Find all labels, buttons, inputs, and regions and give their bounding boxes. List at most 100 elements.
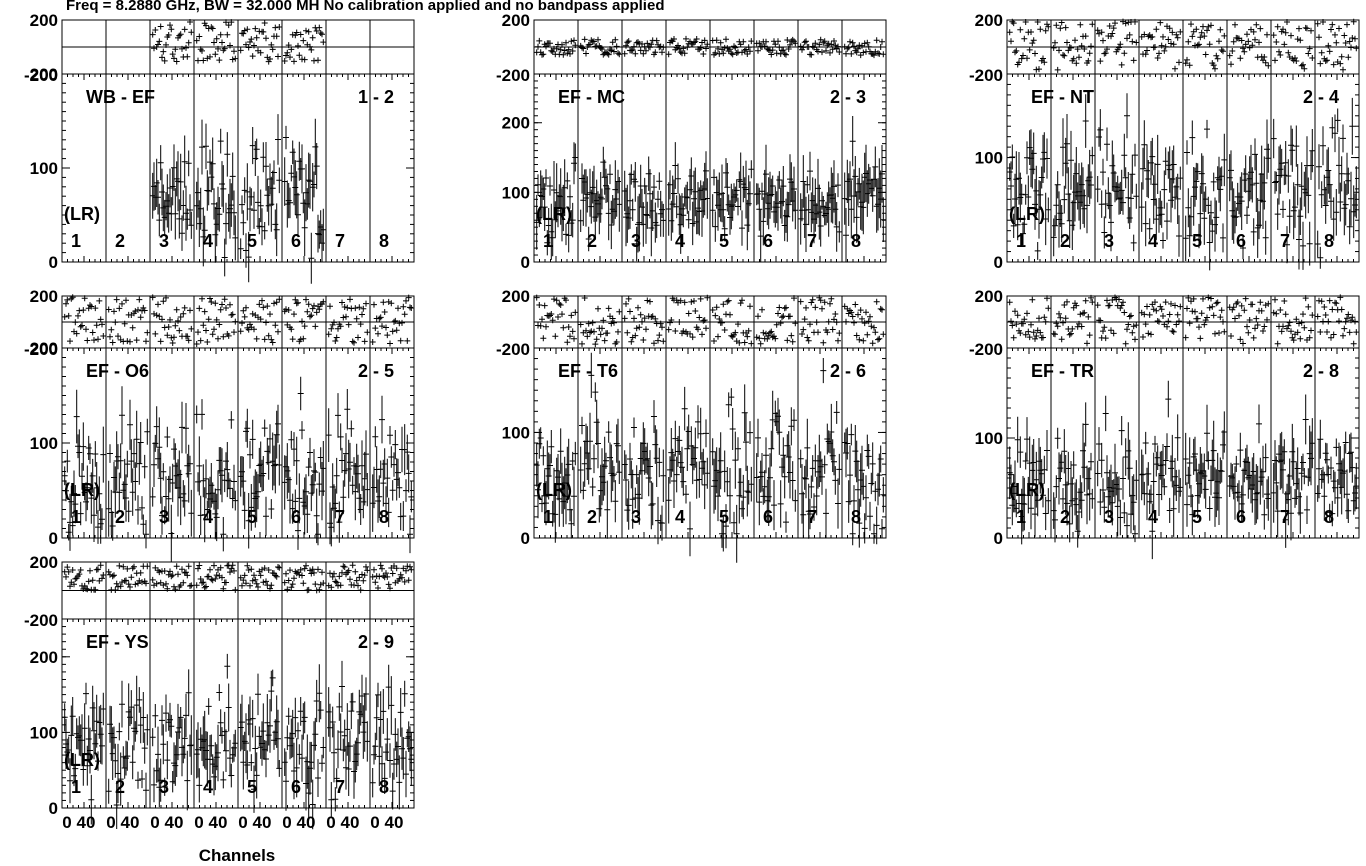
subband-data-points bbox=[369, 294, 415, 554]
subband-data-points bbox=[105, 296, 151, 549]
subband-label: 7 bbox=[1280, 231, 1290, 251]
x-tick-label: 0 bbox=[238, 813, 247, 832]
subband-label: 1 bbox=[543, 231, 553, 251]
subband-label: 1 bbox=[71, 231, 81, 251]
amplitude-tick-label: 100 bbox=[30, 159, 58, 178]
subband-data-points bbox=[665, 35, 711, 254]
subband-label: 1 bbox=[1016, 507, 1026, 527]
subband-label: 4 bbox=[203, 777, 213, 797]
subband-data-points bbox=[281, 562, 327, 830]
plot-title: Freq = 8.2880 GHz, BW = 32.000 MH No cal… bbox=[66, 0, 664, 14]
baseline-id-label: 1 - 2 bbox=[358, 87, 394, 107]
subband-label: 1 bbox=[71, 777, 81, 797]
subband-label: 4 bbox=[203, 507, 213, 527]
amplitude-tick-label: 100 bbox=[30, 434, 58, 453]
subband-data-points bbox=[1050, 294, 1096, 548]
subband-label: 5 bbox=[247, 507, 257, 527]
subband-label: 7 bbox=[807, 231, 817, 251]
subband-label: 7 bbox=[1280, 507, 1290, 527]
subband-label: 5 bbox=[247, 777, 257, 797]
subband-label: 8 bbox=[379, 507, 389, 527]
amplitude-tick-label: 200 bbox=[30, 339, 58, 358]
amplitude-tick-label: 0 bbox=[49, 799, 58, 818]
subband-data-points bbox=[709, 297, 755, 563]
subband-data-points bbox=[193, 19, 239, 277]
x-tick-label: 0 bbox=[150, 813, 159, 832]
subband-label: 3 bbox=[631, 231, 641, 251]
x-tick-label: 0 bbox=[282, 813, 291, 832]
amplitude-tick-label: 200 bbox=[30, 65, 58, 84]
baseline-id-label: 2 - 8 bbox=[1303, 361, 1339, 381]
amplitude-tick-label: 0 bbox=[49, 253, 58, 272]
subband-label: 7 bbox=[335, 507, 345, 527]
baseline-id-label: 2 - 9 bbox=[358, 632, 394, 652]
polarization-label: (LR) bbox=[1009, 480, 1045, 500]
amplitude-tick-label: 0 bbox=[521, 253, 530, 272]
subband-label: 5 bbox=[1192, 231, 1202, 251]
subband-data-points bbox=[237, 296, 283, 549]
subband-data-points bbox=[237, 562, 283, 813]
amplitude-tick-label: 0 bbox=[994, 253, 1003, 272]
x-tick-label: 40 bbox=[341, 813, 360, 832]
subband-data-points bbox=[149, 294, 195, 563]
subband-label: 6 bbox=[763, 231, 773, 251]
subband-label: 8 bbox=[1324, 231, 1334, 251]
baseline-label: EF - MC bbox=[558, 87, 625, 107]
subband-data-points bbox=[1094, 294, 1140, 543]
subband-label: 6 bbox=[763, 507, 773, 527]
x-tick-label: 40 bbox=[297, 813, 316, 832]
baseline-id-label: 2 - 3 bbox=[830, 87, 866, 107]
subband-data-points bbox=[61, 562, 107, 825]
subband-label: 2 bbox=[587, 231, 597, 251]
subband-data-points bbox=[1314, 294, 1360, 527]
polarization-label: (LR) bbox=[1009, 204, 1045, 224]
baseline-id-label: 2 - 5 bbox=[358, 361, 394, 381]
polarization-label: (LR) bbox=[536, 480, 572, 500]
baseline-label: EF - TR bbox=[1031, 361, 1094, 381]
subband-data-points bbox=[281, 296, 327, 550]
x-axis-label: Channels bbox=[199, 846, 276, 865]
subband-data-points bbox=[621, 295, 667, 545]
subband-data-points bbox=[1182, 21, 1228, 271]
phase-tick-label: -200 bbox=[496, 340, 530, 359]
subband-data-points bbox=[533, 37, 579, 260]
subband-data-points bbox=[797, 36, 843, 252]
phase-tick-label: 200 bbox=[30, 287, 58, 306]
baseline-label: WB - EF bbox=[86, 87, 155, 107]
subband-label: 8 bbox=[851, 231, 861, 251]
polarization-label: (LR) bbox=[536, 204, 572, 224]
baseline-panel: 0 100 200 -200 EF - TR 2 - 8 (LR) 1 2 3 4 5 6 7 8 bbox=[969, 287, 1360, 560]
phase-tick-label: -200 bbox=[24, 66, 58, 85]
x-tick-label: 40 bbox=[253, 813, 272, 832]
x-tick-label: 40 bbox=[385, 813, 404, 832]
subband-data-points bbox=[665, 294, 711, 557]
phase-tick-label: 200 bbox=[30, 553, 58, 572]
subband-data-points bbox=[369, 562, 415, 810]
subband-data-points bbox=[841, 37, 887, 263]
subband-data-points bbox=[1314, 18, 1360, 269]
subband-label: 2 bbox=[115, 777, 125, 797]
subband-label: 8 bbox=[379, 231, 389, 251]
x-tick-label: 0 bbox=[194, 813, 203, 832]
x-tick-label: 40 bbox=[121, 813, 140, 832]
amplitude-tick-label: 200 bbox=[502, 114, 530, 133]
subband-data-points bbox=[1094, 18, 1140, 252]
subband-data-points bbox=[1226, 295, 1272, 530]
subband-data-points bbox=[61, 294, 107, 551]
subband-data-points bbox=[149, 19, 195, 251]
amplitude-tick-label: 100 bbox=[975, 149, 1003, 168]
baseline-label: EF - NT bbox=[1031, 87, 1094, 107]
subband-label: 8 bbox=[1324, 507, 1334, 527]
phase-tick-label: 200 bbox=[502, 287, 530, 306]
subband-label: 1 bbox=[1016, 231, 1026, 251]
x-tick-label: 0 bbox=[370, 813, 379, 832]
subband-label: 4 bbox=[675, 507, 685, 527]
subband-data-points bbox=[193, 562, 239, 803]
phase-tick-label: -200 bbox=[969, 66, 1003, 85]
x-tick-label: 40 bbox=[209, 813, 228, 832]
subband-label: 3 bbox=[159, 777, 169, 797]
polarization-label: (LR) bbox=[64, 750, 100, 770]
